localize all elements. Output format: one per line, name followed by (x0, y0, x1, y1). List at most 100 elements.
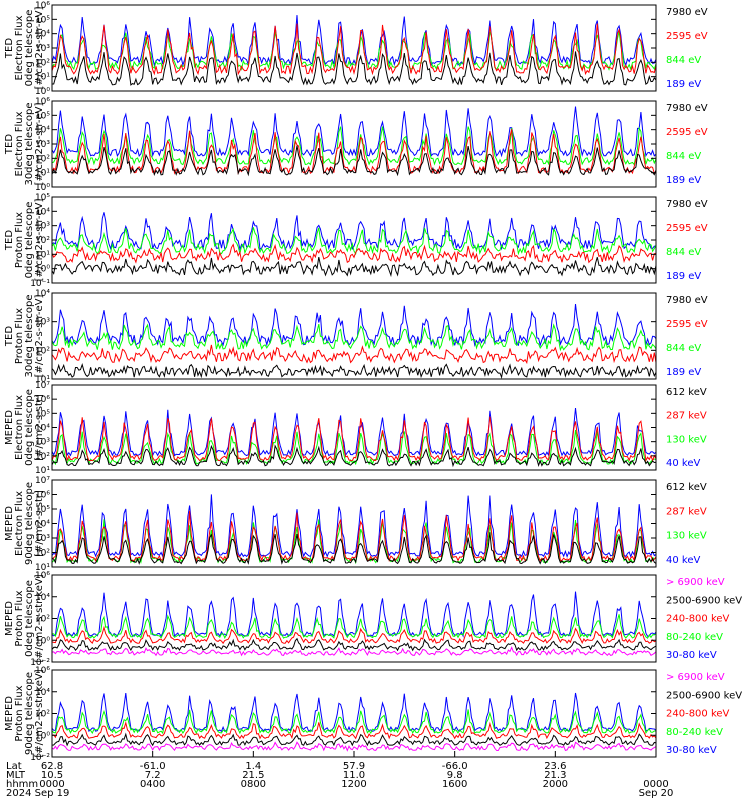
y-axis-label: 0deg telescope (24, 202, 35, 279)
y-axis-label: 0deg telescope (24, 580, 35, 657)
series-line-1-3 (51, 30, 657, 72)
legend-entry: 2595 eV (666, 127, 708, 138)
y-tick-label: 10⁻² (30, 658, 50, 668)
x-tick-label: 21.3 (544, 770, 566, 781)
y-axis-label: [#/cm2-s-str] (34, 394, 45, 461)
panel-3: 10⁻¹ 10⁰ 10¹ 10² 10³ 10⁴ 10⁵ TED Proton Flux 0deg… (4, 193, 708, 289)
y-tick-label: 10⁶ (35, 491, 50, 501)
series-line-2-3 (51, 126, 657, 166)
y-axis-label: Electron Flux (14, 111, 25, 176)
y-tick-label: 10⁶ (35, 1, 50, 11)
y-tick-label: 10⁰ (35, 731, 50, 741)
legend-entry: 80-240 keV (666, 727, 723, 738)
x-tick-label: 62.8 (41, 761, 63, 772)
legend-entry: 189 eV (666, 367, 701, 378)
legend-entry: 2500-6900 keV (666, 595, 742, 606)
legend-entry: 40 keV (666, 458, 700, 469)
x-tick-label: Sep 20 (639, 788, 674, 799)
legend-entry: 7980 eV (666, 199, 708, 210)
legend-entry: 287 keV (666, 506, 707, 517)
x-tick-label: 57.9 (343, 761, 365, 772)
legend-entry: 240-800 keV (666, 614, 730, 625)
series-line-7-3 (51, 625, 657, 645)
series-line-4-4 (51, 304, 657, 348)
y-tick-label: 10¹ (35, 169, 50, 179)
y-tick-label: 10⁶ (35, 97, 50, 107)
y-axis-label: [#/cm2-s-str-eV] (34, 295, 45, 378)
legend-entry: 844 eV (666, 343, 701, 354)
series-line-2-2 (51, 129, 657, 175)
y-tick-label: 10⁴ (35, 289, 50, 299)
x-tick-label: Sep 19 (35, 788, 70, 799)
x-tick-label: 0000 (39, 779, 64, 790)
y-axis-label: Electron Flux (14, 395, 25, 460)
legend-entry: 7980 eV (666, 295, 708, 306)
x-tick-label: 2000 (543, 779, 568, 790)
y-tick-label: 10⁴ (35, 593, 50, 603)
series-line-6-1 (51, 532, 657, 565)
y-axis-label: 0deg telescope (24, 10, 35, 87)
y-tick-label: 10⁰ (35, 87, 50, 97)
y-tick-label: 10³ (35, 438, 50, 448)
x-tick-label: 1600 (442, 779, 467, 790)
series-line-8-4 (51, 709, 656, 735)
y-tick-label: 10⁶ (35, 571, 50, 581)
legend-entry: 189 eV (666, 271, 701, 282)
x-axis-row-label: hhmm (6, 779, 38, 790)
y-tick-label: 10⁷ (35, 381, 50, 391)
y-axis-label: MEPED (4, 410, 15, 445)
legend-entry: 7980 eV (666, 103, 708, 114)
series-line-2-4 (51, 106, 657, 158)
y-tick-label: 10³ (35, 222, 50, 232)
legend-entry: 189 eV (666, 175, 701, 186)
y-tick-label: 10⁷ (35, 476, 50, 486)
series-line-5-2 (51, 416, 657, 463)
series-line-1-1 (52, 51, 657, 86)
legend-entry: 130 keV (666, 531, 707, 542)
legend-entry: 2500-6900 keV (666, 690, 742, 701)
y-tick-label: 10² (35, 452, 50, 462)
panel-7: 10⁻² 10⁰ 10² 10⁴ 10⁶ MEPED Proton Flux 0deg tel… (4, 571, 742, 668)
y-axis-label: [#/cm2-s-str-eV] (34, 103, 45, 186)
y-tick-label: 10² (35, 549, 50, 559)
legend-entry: 2595 eV (666, 223, 708, 234)
y-axis-label: 90deg telescope (24, 672, 35, 755)
legend-entry: 2595 eV (666, 319, 708, 330)
y-tick-label: 10⁰ (35, 183, 50, 193)
x-tick-label: -61.0 (140, 761, 166, 772)
x-tick-label: 10.5 (41, 770, 63, 781)
panel-6: 10¹ 10² 10³ 10⁴ 10⁵ 10⁶ 10⁷ MEPED Electron Flux 9… (4, 476, 707, 573)
y-axis-label: Proton Flux (14, 685, 25, 741)
x-tick-label: -66.0 (442, 761, 468, 772)
legend-entry: 612 keV (666, 482, 707, 493)
series-line-6-4 (51, 494, 657, 559)
y-tick-label: 10⁴ (35, 520, 50, 530)
y-axis-label: Proton Flux (14, 212, 25, 268)
legend-entry: 2595 eV (666, 31, 708, 42)
y-tick-label: 10³ (35, 140, 50, 150)
y-axis-label: Proton Flux (14, 308, 25, 364)
series-line-3-3 (51, 227, 657, 256)
series-line-8-2 (51, 732, 657, 747)
y-tick-label: 10² (35, 154, 50, 164)
y-axis-label: 30deg telescope (24, 102, 35, 185)
panel-1: 10⁰ 10¹ 10² 10³ 10⁴ 10⁵ 10⁶ TED Electron Flux 0de… (4, 1, 708, 97)
series-line-1-4 (51, 15, 657, 68)
series-line-4-2 (51, 344, 657, 365)
legend-entry: > 6900 keV (666, 672, 725, 683)
y-axis-label: 0deg telescope (24, 389, 35, 466)
y-tick-label: 10⁴ (35, 126, 50, 136)
panel-5: 10¹ 10² 10³ 10⁴ 10⁵ 10⁶ 10⁷ MEPED Electron Flux 0… (4, 381, 707, 476)
panel-2: 10⁰ 10¹ 10² 10³ 10⁴ 10⁵ 10⁶ TED Electron Flux 30d… (4, 97, 708, 193)
y-tick-label: 10⁴ (35, 688, 50, 698)
legend-entry: 844 eV (666, 55, 701, 66)
y-tick-label: 10³ (35, 318, 50, 328)
legend-entry: 30-80 keV (666, 650, 717, 661)
y-tick-label: 10⁶ (35, 395, 50, 405)
x-axis-row-label: Lat (6, 761, 22, 772)
legend-entry: 287 keV (666, 411, 707, 422)
panel-4: 10¹ 10² 10³ 10⁴ TED Proton Flux 30deg telescop… (4, 289, 708, 385)
series-line-8-3 (51, 721, 657, 740)
y-axis-label: Electron Flux (14, 491, 25, 556)
